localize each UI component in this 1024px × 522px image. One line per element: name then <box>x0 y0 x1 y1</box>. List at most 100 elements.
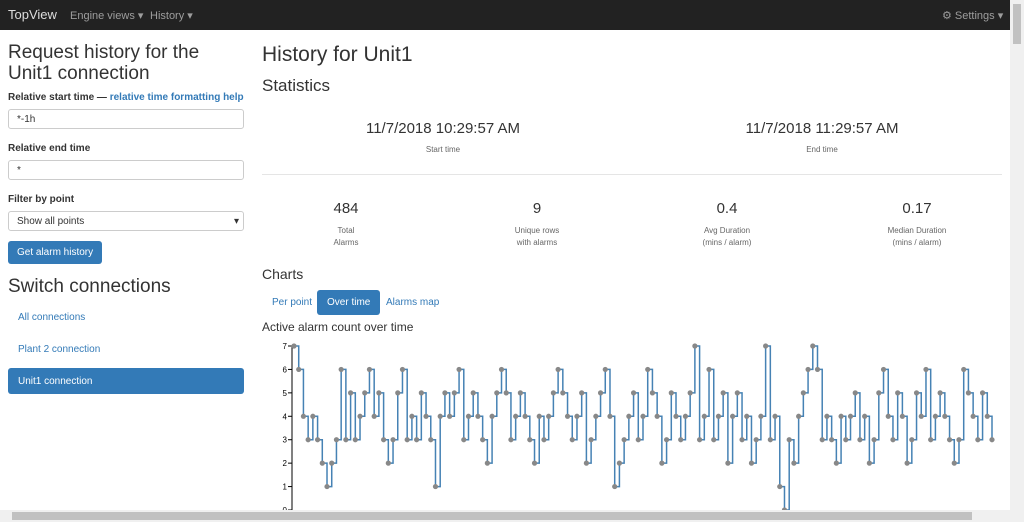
point <box>583 460 590 466</box>
point <box>347 390 354 396</box>
point <box>296 366 302 373</box>
help-link[interactable]: relative time formatting help <box>109 92 244 103</box>
point <box>824 413 830 419</box>
sidebar-title: Request history for the Unit1 connection <box>8 42 200 84</box>
main-title: History for Unit1 <box>262 43 413 66</box>
point <box>366 366 373 373</box>
point <box>701 413 707 419</box>
point <box>928 437 934 443</box>
point <box>786 437 792 443</box>
point <box>862 413 868 419</box>
point <box>668 390 674 396</box>
tab[interactable]: Alarms map <box>386 297 440 308</box>
point <box>616 460 623 466</box>
point <box>965 390 972 396</box>
point <box>404 437 410 443</box>
point <box>857 437 863 443</box>
point <box>536 413 542 419</box>
y-tick-label: 1 <box>283 483 288 492</box>
point <box>527 437 533 443</box>
settings[interactable]: ⚙ Settings ▾ <box>942 10 1004 22</box>
caret: ▾ <box>233 216 239 227</box>
point <box>711 437 717 443</box>
sidebar: Request history for the Unit1 connection… <box>8 30 244 394</box>
stat: 484 Total Alarms <box>296 200 396 249</box>
point <box>338 366 344 373</box>
point <box>508 437 514 443</box>
filter-select[interactable]: Show all points ▾ <box>8 211 244 231</box>
point <box>692 343 698 349</box>
thumb[interactable] <box>1013 4 1021 44</box>
connection-active[interactable]: Unit1 connection <box>8 368 244 394</box>
point <box>475 413 481 419</box>
h-scrollbar[interactable] <box>0 510 1010 522</box>
point <box>465 413 472 419</box>
stats-title: Statistics <box>262 76 331 95</box>
point <box>904 460 910 466</box>
brand[interactable]: TopView <box>8 7 57 22</box>
point <box>772 413 778 419</box>
point <box>843 437 849 443</box>
point <box>748 460 755 466</box>
thumb[interactable] <box>12 512 972 520</box>
divider <box>262 174 1002 175</box>
point <box>777 483 783 490</box>
point <box>602 366 608 373</box>
time: 11/7/2018 11:29:57 AM <box>745 120 899 137</box>
point <box>763 343 769 349</box>
stat-value: 0.17 <box>902 200 932 217</box>
start-input[interactable]: *-1h <box>8 109 244 129</box>
point <box>635 437 641 443</box>
nav-text: Engine views <box>70 10 135 22</box>
submit-button[interactable]: Get alarm history <box>8 241 103 264</box>
point <box>546 413 552 419</box>
point <box>300 413 307 419</box>
point <box>291 343 297 349</box>
point <box>932 413 939 419</box>
connection-link[interactable]: All connections <box>8 304 244 330</box>
connection-link[interactable]: Plant 2 connection <box>8 336 244 362</box>
point <box>381 437 387 443</box>
point <box>979 390 986 396</box>
end-input[interactable]: * <box>8 160 244 180</box>
point <box>946 437 953 443</box>
nav-item[interactable]: History ▾ <box>150 10 193 22</box>
point <box>744 413 750 419</box>
point <box>989 437 995 443</box>
chart-title: Active alarm count over time <box>262 320 414 334</box>
point <box>696 437 703 443</box>
point <box>706 366 712 373</box>
point <box>942 413 948 419</box>
point <box>513 413 519 419</box>
line: Alarms <box>333 238 359 247</box>
v-scrollbar[interactable] <box>1010 0 1024 522</box>
link-text[interactable]: Plant 2 connection <box>18 344 101 355</box>
point <box>847 413 854 419</box>
point <box>310 413 316 419</box>
point <box>541 437 547 443</box>
y-tick-label: 3 <box>283 436 288 445</box>
tab[interactable]: Per point <box>272 297 313 308</box>
point <box>550 390 556 396</box>
point <box>456 366 462 373</box>
point <box>645 366 651 373</box>
nav-item[interactable]: Engine views ▾ <box>70 10 144 22</box>
point <box>956 437 962 443</box>
switch-title: Switch connections <box>8 276 171 297</box>
point <box>819 437 825 443</box>
navbar: TopView Engine views ▾ History ▾ ⚙ Setti… <box>0 0 1010 30</box>
link-text[interactable]: All connections <box>18 312 86 323</box>
line: Unique rows <box>514 226 560 235</box>
point <box>890 437 896 443</box>
line: (mins / alarm) <box>702 238 752 247</box>
point <box>569 437 575 443</box>
label-text: Relative start time — <box>8 92 107 103</box>
point <box>503 390 509 396</box>
point <box>432 483 439 490</box>
point <box>333 437 340 443</box>
main: History for Unit1 Statistics 11/7/2018 1… <box>262 30 1004 334</box>
nav-text: Settings <box>954 10 995 22</box>
tab-active[interactable]: Over time <box>317 290 381 315</box>
point <box>314 437 321 443</box>
